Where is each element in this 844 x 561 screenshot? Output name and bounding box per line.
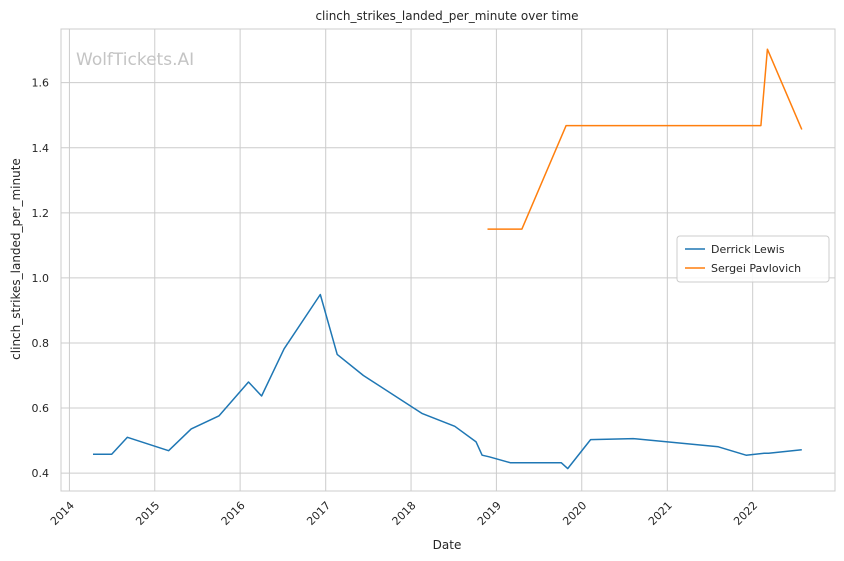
legend-label-0: Derrick Lewis	[711, 243, 785, 256]
x-tick-label-2017: 2017	[304, 499, 333, 528]
x-tick-label-2016: 2016	[219, 499, 248, 528]
legend: Derrick Lewis Sergei Pavlovich	[676, 235, 830, 283]
y-tick-label-1.6: 1.6	[32, 77, 50, 90]
series-line-0	[93, 293, 802, 470]
x-axis-label: Date	[433, 538, 462, 552]
y-tick-label-0.6: 0.6	[32, 402, 50, 415]
x-tick-label-2018: 2018	[390, 499, 419, 528]
x-tick-label-2021: 2021	[646, 499, 675, 528]
series-layer	[93, 48, 803, 470]
x-tick-label-2022: 2022	[731, 499, 760, 528]
x-tick-label-2015: 2015	[133, 499, 162, 528]
legend-label-1: Sergei Pavlovich	[711, 262, 801, 275]
y-tick-label-1.2: 1.2	[32, 207, 50, 220]
x-tick-label-2014: 2014	[48, 499, 77, 528]
chart-title: clinch_strikes_landed_per_minute over ti…	[315, 9, 578, 23]
y-axis-label: clinch_strikes_landed_per_minute	[9, 158, 23, 360]
watermark-logo: WolfTickets.AI	[76, 50, 194, 70]
x-axis: 2014 2015 2016 2017 2018 2019 2020 2021 2022	[48, 499, 760, 528]
x-tick-label-2019: 2019	[475, 499, 504, 528]
x-tick-label-2020: 2020	[560, 499, 589, 528]
series-line-1	[487, 48, 803, 230]
y-tick-label-0.4: 0.4	[32, 467, 50, 480]
legend-box	[676, 235, 830, 283]
y-axis: 0.4 0.6 0.8 1.0 1.2 1.4 1.6	[32, 77, 50, 480]
y-tick-label-1.4: 1.4	[32, 142, 50, 155]
plot-frame	[60, 28, 836, 492]
y-tick-label-0.8: 0.8	[32, 337, 50, 350]
y-tick-label-1.0: 1.0	[32, 272, 50, 285]
